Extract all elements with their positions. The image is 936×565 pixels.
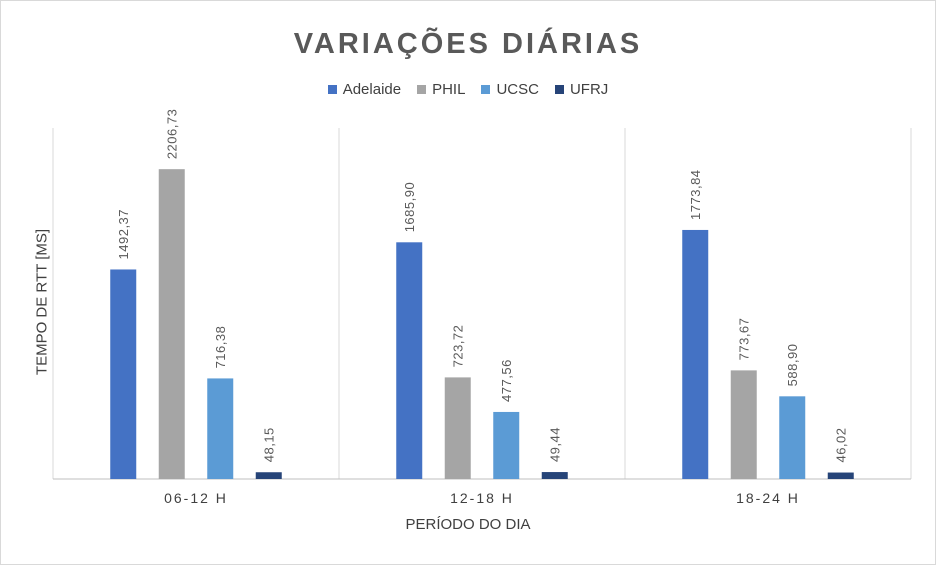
legend: Adelaide PHIL UCSC UFRJ [0,81,936,98]
data-label: 46,02 [834,427,849,462]
data-label: 1492,37 [116,209,131,260]
data-label: 477,56 [499,359,514,402]
legend-label: UCSC [496,81,539,98]
legend-item: UFRJ [554,81,609,98]
legend-item: Adelaide [327,81,402,98]
data-label: 773,67 [737,318,752,361]
bar [110,269,137,479]
x-tick-label: 18-24 H [736,490,800,506]
legend-label: UFRJ [569,81,609,98]
x-axis-label: PERÍODO DO DIA [405,516,531,533]
bar [255,472,282,479]
legend-item: PHIL [417,81,465,98]
data-label: 588,90 [785,344,800,387]
chart-title: VARIAÇÕES DIÁRIAS [293,28,643,60]
bar [396,242,423,479]
legend-swatch [481,85,491,94]
data-label: 2206,73 [165,109,180,160]
bar [444,377,471,479]
legend-label: PHIL [432,81,466,98]
bar [158,169,185,479]
bar [827,472,854,479]
bar [493,411,520,479]
legend-item: UCSC [481,81,539,98]
legend-swatch [417,85,427,94]
bar [541,472,568,479]
bar [682,229,709,479]
legend-swatch [327,85,337,94]
x-tick-label: 06-12 H [164,490,228,506]
bar [730,370,757,479]
bar [207,378,234,479]
legend-label: Adelaide [342,81,402,98]
bar [779,396,806,479]
data-label: 1685,90 [402,182,417,233]
legend-swatch [554,85,564,94]
y-axis-label: TEMPO DE RTT [MS] [33,228,51,376]
data-label: 49,44 [548,427,563,462]
x-tick-label: 12-18 H [450,490,514,506]
data-label: 716,38 [213,326,228,369]
data-label: 1773,84 [688,169,703,220]
data-label: 48,15 [262,427,277,462]
data-label: 723,72 [451,325,466,368]
